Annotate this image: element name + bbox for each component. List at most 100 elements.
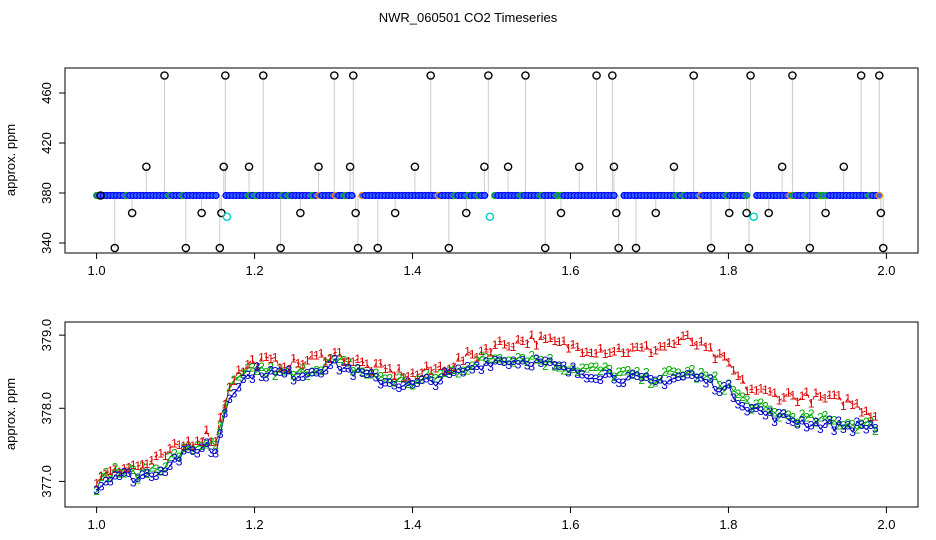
bottom-series-1-marker: 1 — [680, 329, 687, 343]
bottom-series-1-marker: 1 — [309, 349, 316, 363]
bottom-series-3-marker: 3 — [157, 464, 164, 478]
bottom-series-3-marker: 3 — [473, 359, 480, 373]
bottom-series-2-marker: 2 — [666, 364, 673, 378]
bottom-series-3-marker: 3 — [414, 376, 421, 390]
top-raw-point — [197, 208, 206, 218]
bottom-series-2-marker: 2 — [189, 443, 196, 457]
bottom-series-2-marker: 2 — [799, 407, 806, 421]
bottom-series-3-marker: 3 — [290, 373, 297, 387]
bottom-series-1-marker: 1 — [597, 342, 604, 356]
bottom-series-1-marker: 1 — [689, 335, 696, 349]
top-raw-point — [215, 243, 225, 253]
bottom-series-2-marker: 2 — [327, 351, 334, 365]
bottom-series-3-marker: 3 — [771, 415, 778, 429]
bottom-series-3-marker: 3 — [432, 379, 439, 393]
bottom-series-2-marker: 2 — [400, 371, 407, 385]
bottom-series-1-marker: 1 — [276, 361, 283, 375]
bottom-series-2-marker: 2 — [693, 371, 700, 385]
top-raw-point — [390, 208, 400, 218]
bottom-panel: approx. ppm 1.0 1.2 1.4 1.6 1.8 2.0 377.0 378.0… — [3, 319, 919, 532]
bottom-series-3-marker: 3 — [281, 367, 288, 381]
bottom-series-1-marker: 1 — [327, 352, 334, 366]
bottom-series-1-marker: 1 — [217, 411, 224, 425]
bottom-series-1-marker: 1 — [551, 334, 558, 348]
top-axes: 1.0 1.2 1.4 1.6 1.8 2.0 340 380 420 460 — [39, 82, 895, 278]
bottom-series-1-marker: 1 — [418, 366, 425, 380]
top-raw-point — [821, 208, 830, 218]
bottom-series-3-marker: 3 — [423, 371, 430, 385]
bottom-series-2-marker: 2 — [313, 364, 320, 378]
bottom-series-2-marker: 2 — [185, 439, 192, 453]
bottom-series-2-marker: 2 — [125, 461, 132, 475]
bottom-series-3-marker: 3 — [162, 465, 169, 479]
bottom-series-1-marker: 1 — [496, 334, 503, 348]
bottom-series-3-marker: 3 — [629, 367, 636, 381]
bottom-series-2-marker: 2 — [492, 352, 499, 366]
bottom-series-2-marker: 2 — [446, 364, 453, 378]
bottom-series-2-marker: 2 — [121, 466, 128, 480]
top-raw-point — [592, 71, 601, 80]
top-raw-point — [219, 162, 229, 172]
bottom-series-3-marker: 3 — [611, 373, 618, 387]
top-raw-point — [876, 208, 886, 218]
bottom-series-3-marker: 3 — [753, 401, 760, 415]
bottom-series-1-marker: 1 — [405, 369, 412, 383]
bottom-series-2-marker: 2 — [680, 369, 687, 383]
bottom-series-3-marker: 3 — [835, 414, 842, 428]
bottom-series-2-marker: 2 — [240, 367, 247, 381]
bottom-series-2-marker: 2 — [203, 437, 210, 451]
bottom-series-1-marker: 1 — [528, 328, 535, 342]
bottom-series-2-marker: 2 — [267, 360, 274, 374]
bottom-series-3-marker: 3 — [812, 415, 819, 429]
bottom-series-3-marker: 3 — [785, 413, 792, 427]
bottom-series-3-marker: 3 — [148, 470, 155, 484]
bottom-series-1-marker: 1 — [295, 357, 302, 371]
bottom-series-1-marker: 1 — [593, 347, 600, 361]
top-flagged-point — [222, 212, 232, 222]
bottom-series-1-marker: 1 — [377, 357, 384, 371]
top-raw-point — [706, 243, 716, 253]
bottom-series-3-marker: 3 — [203, 436, 210, 450]
top-plot-frame — [64, 67, 919, 254]
bottom-series-3-marker: 3 — [144, 466, 151, 480]
bottom-series-2-marker: 2 — [785, 408, 792, 422]
top-accepted-point — [481, 191, 489, 200]
bottom-series-1-marker: 1 — [473, 350, 480, 364]
bottom-series-3-marker: 3 — [556, 359, 563, 373]
bottom-series-3-marker: 3 — [313, 366, 320, 380]
bottom-series-1-marker: 1 — [565, 341, 572, 355]
bottom-series-1-marker: 1 — [748, 382, 755, 396]
bottom-series-2-marker: 2 — [107, 471, 114, 485]
bottom-series-1-marker: 1 — [212, 435, 219, 449]
bottom-series-3-marker: 3 — [272, 364, 279, 378]
bottom-series-2-marker: 2 — [533, 353, 540, 367]
bottom-series-3-marker: 3 — [693, 371, 700, 385]
figure-title: NWR_060501 CO2 Timeseries — [379, 10, 558, 25]
bottom-series-3-marker: 3 — [428, 374, 435, 388]
top-accepted-point — [743, 191, 751, 200]
top-flagged-point — [749, 212, 759, 222]
bottom-series-3-marker: 3 — [593, 372, 600, 386]
bottom-series-2-marker: 2 — [222, 402, 229, 416]
bottom-series-3-marker: 3 — [258, 370, 265, 384]
bottom-series-2-marker: 2 — [231, 373, 238, 387]
bottom-series-1-marker: 1 — [460, 354, 467, 368]
bottom-series-2-marker: 2 — [281, 365, 288, 379]
bottom-series-3-marker: 3 — [565, 365, 572, 379]
bottom-series-2-marker: 2 — [276, 362, 283, 376]
bottom-series-2-marker: 2 — [139, 459, 146, 473]
bottom-series-2-marker: 2 — [386, 371, 393, 385]
bottom-series-2-marker: 2 — [593, 360, 600, 374]
bottom-series-1-line — [96, 333, 876, 484]
bottom-series-3-marker: 3 — [817, 422, 824, 436]
bottom-series-2-marker: 2 — [835, 419, 842, 433]
bottom-series-1-marker: 1 — [134, 459, 141, 473]
bottom-series-3-marker: 3 — [634, 369, 641, 383]
bottom-series-1-marker: 1 — [606, 346, 613, 360]
bottom-series-3-marker: 3 — [400, 379, 407, 393]
bottom-series-3-marker: 3 — [831, 424, 838, 438]
bottom-series-3-marker: 3 — [840, 422, 847, 436]
bottom-series-1-marker: 1 — [845, 391, 852, 405]
bottom-series-3-marker: 3 — [680, 369, 687, 383]
top-raw-point — [160, 71, 169, 80]
